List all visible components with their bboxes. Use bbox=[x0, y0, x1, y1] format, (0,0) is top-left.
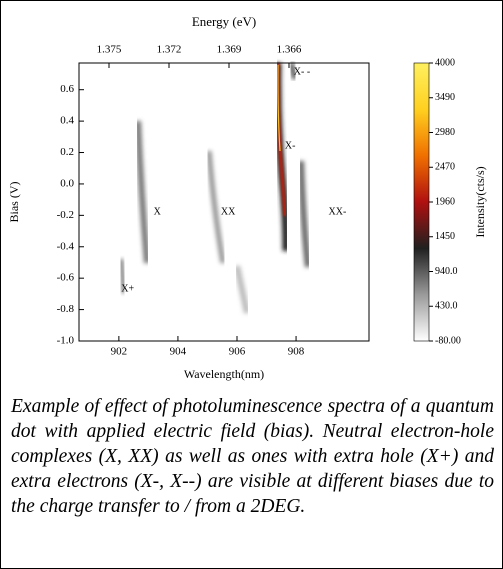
y-tick-label: -0.8 bbox=[57, 303, 75, 315]
x-tick-label: 902 bbox=[111, 346, 128, 358]
colorbar-label: Intensity(cts/s) bbox=[473, 166, 487, 237]
chart: Energy (eV) Wavelength(nm) Bias (V) Inte… bbox=[7, 14, 487, 381]
x-axis-label: Wavelength(nm) bbox=[184, 367, 264, 381]
x-tick-label: 908 bbox=[288, 346, 305, 358]
colorbar-tick-label: 4000 bbox=[435, 57, 455, 68]
y-tick-label: 0.6 bbox=[60, 83, 74, 95]
plot-frame bbox=[78, 62, 370, 342]
annotation: XX bbox=[221, 207, 236, 218]
y-tick-label: 0.2 bbox=[60, 146, 74, 158]
y-axis-label: Bias (V) bbox=[7, 182, 21, 223]
top-tick-label: 1.375 bbox=[97, 44, 122, 56]
colorbar-tick-label: 940.0 bbox=[435, 266, 458, 277]
caption: Example of effect of photoluminescence s… bbox=[11, 396, 494, 517]
y-tick-label: -0.2 bbox=[57, 209, 74, 221]
y-tick-label: -0.4 bbox=[57, 240, 75, 252]
colorbar-tick-label: 3490 bbox=[435, 92, 455, 103]
colorbar-tick-label: -80.00 bbox=[435, 335, 461, 346]
spectra-image bbox=[118, 62, 311, 314]
colorbar-tick-label: 1450 bbox=[435, 231, 455, 242]
top-tick-label: 1.372 bbox=[157, 44, 182, 56]
x-tick-label: 904 bbox=[170, 346, 187, 358]
annotation: X bbox=[154, 207, 162, 218]
annotation: X- bbox=[285, 141, 296, 152]
top-tick-label: 1.366 bbox=[277, 44, 302, 56]
colorbar-tick-label: 1960 bbox=[435, 196, 455, 207]
annotation: X+ bbox=[121, 283, 134, 294]
x-tick-label: 906 bbox=[229, 346, 246, 358]
top-axis-label: Energy (eV) bbox=[192, 14, 256, 29]
y-tick-label: 0.0 bbox=[60, 177, 74, 189]
top-tick-label: 1.369 bbox=[217, 44, 242, 56]
y-tick-label: -1.0 bbox=[57, 335, 75, 347]
y-tick-label: 0.4 bbox=[60, 115, 74, 127]
annotation: X- - bbox=[294, 67, 310, 78]
colorbar bbox=[413, 62, 430, 342]
annotation: XX- bbox=[329, 207, 347, 218]
colorbar-tick-label: 2470 bbox=[435, 162, 455, 173]
y-tick-label: -0.6 bbox=[57, 272, 75, 284]
colorbar-tick-label: 430.0 bbox=[435, 301, 458, 312]
colorbar-tick-label: 2980 bbox=[435, 127, 455, 138]
